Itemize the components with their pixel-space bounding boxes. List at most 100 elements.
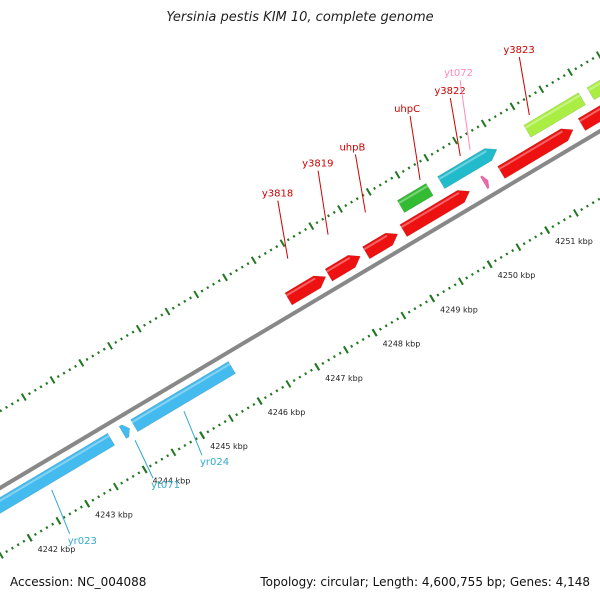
ruler-dot bbox=[154, 461, 158, 465]
gene-feature[interactable] bbox=[586, 57, 600, 101]
gene-label[interactable]: y3818 bbox=[262, 189, 293, 200]
gene-label[interactable]: uhpC bbox=[394, 104, 420, 115]
gene-feature[interactable] bbox=[497, 128, 574, 179]
ruler-dot bbox=[45, 526, 49, 530]
gene-feature[interactable] bbox=[118, 424, 130, 439]
ruler-dot bbox=[419, 159, 422, 163]
gene-label[interactable]: yr024 bbox=[200, 457, 229, 468]
ruler-dot bbox=[423, 153, 430, 162]
ruler-dot bbox=[453, 283, 457, 287]
ruler-dot bbox=[378, 183, 382, 187]
gene-feature[interactable] bbox=[0, 432, 116, 541]
ruler-dot bbox=[528, 238, 532, 242]
gene-label[interactable]: y3819 bbox=[302, 159, 333, 170]
ruler-dot bbox=[206, 286, 210, 290]
gene-highlight bbox=[438, 150, 487, 181]
ruler-dot bbox=[572, 208, 579, 217]
ruler-dot bbox=[56, 375, 60, 379]
gene-labels[interactable]: y3818 y3819 uhpB uhpC y3822 yt072 y3823 yr023 yt… bbox=[51, 45, 535, 547]
ruler-dot bbox=[511, 249, 515, 253]
ruler-dot bbox=[447, 286, 451, 290]
ruler-dot bbox=[170, 448, 177, 457]
gene-feature[interactable] bbox=[523, 92, 586, 138]
gene-label[interactable]: yr023 bbox=[68, 536, 97, 547]
ruler-dot bbox=[390, 176, 394, 180]
gene-highlight bbox=[285, 277, 316, 297]
ruler-dot bbox=[189, 296, 192, 300]
ruler-dot bbox=[223, 420, 227, 424]
ruler-dot bbox=[493, 259, 497, 263]
gene-feature[interactable] bbox=[437, 148, 498, 190]
ruler-dot bbox=[465, 132, 468, 136]
ruler-dot bbox=[263, 251, 267, 255]
ruler-dot bbox=[430, 152, 434, 156]
ruler-dot bbox=[378, 327, 382, 331]
ruler-dot bbox=[285, 379, 292, 388]
gene-feature[interactable] bbox=[396, 182, 434, 214]
ruler-dot bbox=[125, 478, 129, 482]
ruler-dot bbox=[522, 97, 526, 102]
ruler-dot bbox=[102, 347, 106, 351]
ruler-dot bbox=[125, 333, 129, 338]
gene-label[interactable]: y3822 bbox=[434, 86, 465, 97]
scale-tick bbox=[199, 431, 206, 440]
ruler-dot bbox=[390, 320, 394, 324]
ruler-dot bbox=[235, 413, 239, 417]
ruler-dot bbox=[148, 320, 152, 324]
ruler-dot bbox=[394, 170, 401, 179]
ruler-dot bbox=[235, 268, 238, 273]
ruler-dot bbox=[246, 262, 250, 266]
gene-label[interactable]: yt071 bbox=[151, 480, 180, 491]
ruler-dot bbox=[164, 307, 171, 316]
gene-feature[interactable] bbox=[324, 254, 361, 282]
ruler-dot bbox=[342, 345, 349, 354]
ruler-dot bbox=[442, 145, 445, 149]
ruler-dot bbox=[177, 303, 181, 307]
gene-feature[interactable] bbox=[284, 275, 327, 306]
scale-tick bbox=[371, 328, 378, 337]
ruler-dot bbox=[321, 361, 325, 365]
ruler-dot bbox=[79, 505, 83, 509]
ruler-dot bbox=[39, 529, 43, 533]
scale-tick-label: 4245 kbp bbox=[210, 442, 248, 451]
gene-label-leader bbox=[134, 440, 154, 479]
gene-label[interactable]: uhpB bbox=[339, 142, 365, 153]
ruler-dot bbox=[419, 303, 423, 307]
ruler-dot bbox=[279, 239, 286, 248]
ruler-dot bbox=[229, 272, 233, 276]
ruler-dot bbox=[585, 204, 589, 208]
feature-track[interactable] bbox=[0, 57, 600, 541]
ruler-dot bbox=[545, 84, 549, 88]
scale-tick bbox=[256, 397, 263, 405]
scale-tick bbox=[486, 260, 493, 269]
ruler-dot bbox=[457, 277, 464, 286]
ruler-dot bbox=[585, 60, 589, 64]
gene-feature[interactable] bbox=[577, 76, 600, 132]
gene-label[interactable]: yt072 bbox=[444, 68, 473, 79]
ruler-dot bbox=[551, 80, 555, 84]
ruler-dot bbox=[85, 357, 89, 361]
gene-label[interactable]: y3823 bbox=[503, 45, 534, 56]
scale-tick-label: 4251 kbp bbox=[555, 237, 593, 246]
ruler-dot bbox=[74, 364, 77, 368]
ruler-dot bbox=[304, 372, 308, 376]
ruler-dot bbox=[212, 282, 215, 286]
gene-feature[interactable] bbox=[130, 361, 236, 433]
ruler-dot bbox=[344, 204, 348, 208]
outer-dot-track bbox=[0, 51, 600, 413]
gene-feature[interactable] bbox=[479, 175, 490, 190]
gene-feature[interactable] bbox=[362, 232, 399, 260]
gene-feature[interactable] bbox=[399, 190, 471, 238]
ruler-dot bbox=[194, 437, 198, 441]
ruler-dot bbox=[298, 231, 302, 235]
accession-text: Accession: NC_004088 bbox=[10, 575, 147, 589]
ruler-dot bbox=[538, 85, 545, 94]
ruler-dot bbox=[183, 443, 187, 448]
ruler-dot bbox=[206, 430, 210, 434]
ruler-dot bbox=[567, 68, 573, 77]
scale-tick bbox=[141, 465, 148, 474]
gene-highlight bbox=[0, 435, 110, 502]
ruler-dot bbox=[91, 498, 95, 502]
ruler-dot bbox=[131, 330, 135, 334]
